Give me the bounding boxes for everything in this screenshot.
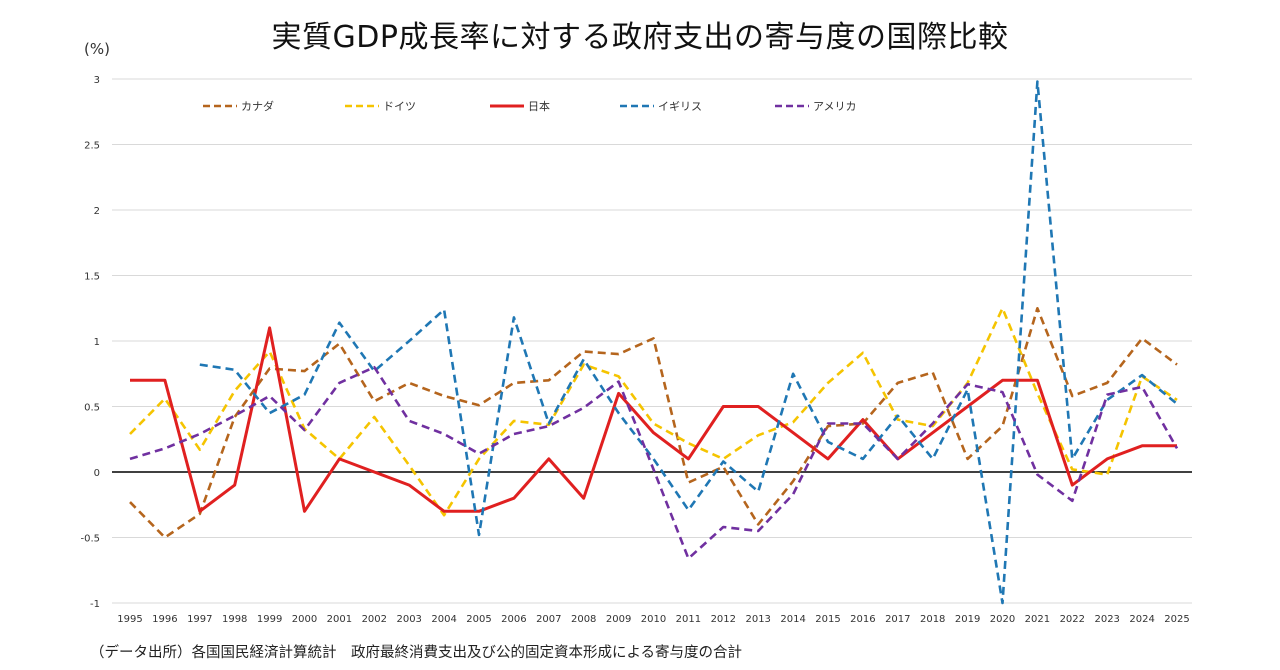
y-axis-unit-label: (%) bbox=[84, 40, 110, 58]
x-tick-label: 2024 bbox=[1129, 614, 1154, 625]
x-tick-label: 2018 bbox=[920, 614, 945, 625]
x-tick-label: 2004 bbox=[431, 614, 456, 625]
x-tick-label: 1996 bbox=[152, 614, 177, 625]
legend-label: アメリカ bbox=[813, 100, 856, 113]
series-line-2 bbox=[130, 326, 1177, 513]
x-tick-label: 2023 bbox=[1094, 614, 1119, 625]
x-tick-label: 2022 bbox=[1060, 614, 1085, 625]
x-tick-label: 1999 bbox=[257, 614, 282, 625]
y-tick-label: 0.5 bbox=[84, 403, 100, 414]
legend-label: 日本 bbox=[528, 99, 550, 113]
x-tick-label: 2014 bbox=[780, 614, 805, 625]
series-line-4 bbox=[129, 365, 1179, 560]
x-tick-label: 2011 bbox=[676, 614, 701, 625]
x-tick-label: 2010 bbox=[641, 614, 666, 625]
x-tick-label: 2025 bbox=[1164, 614, 1189, 625]
x-tick-label: 2016 bbox=[850, 614, 875, 625]
y-tick-label: 2 bbox=[94, 206, 100, 217]
legend-label: ドイツ bbox=[383, 100, 416, 113]
x-tick-label: 2003 bbox=[396, 614, 421, 625]
x-tick-label: 2013 bbox=[745, 614, 770, 625]
y-tick-label: 0 bbox=[94, 468, 100, 479]
legend-label: イギリス bbox=[658, 100, 702, 113]
x-tick-label: 1998 bbox=[222, 614, 247, 625]
x-tick-label: 1997 bbox=[187, 614, 212, 625]
y-tick-label: -0.5 bbox=[80, 534, 100, 545]
series-line-0 bbox=[129, 307, 1178, 539]
x-tick-label: 2001 bbox=[327, 614, 352, 625]
y-tick-label: 3 bbox=[94, 75, 100, 86]
x-tick-label: 1995 bbox=[117, 614, 142, 625]
y-tick-label: -1 bbox=[90, 599, 100, 610]
x-tick-label: 2005 bbox=[466, 614, 491, 625]
x-tick-label: 2006 bbox=[501, 614, 526, 625]
x-tick-label: 2019 bbox=[955, 614, 980, 625]
line-chart: -1 -0.5 0 0.5 1 1.5 2 2.5 3 1995 1996 1997 1998 1999 2… bbox=[80, 75, 1192, 625]
x-tick-label: 2012 bbox=[711, 614, 736, 625]
x-tick-label: 2009 bbox=[606, 614, 631, 625]
x-tick-label: 2015 bbox=[815, 614, 840, 625]
x-tick-label: 2020 bbox=[990, 614, 1015, 625]
source-note: （データ出所）各国国民経済計算統計 政府最終消費支出及び公的固定資本形成による寄… bbox=[90, 645, 743, 661]
x-tick-label: 2002 bbox=[362, 614, 387, 625]
y-tick-label: 2.5 bbox=[84, 141, 100, 152]
x-tick-label: 2021 bbox=[1025, 614, 1050, 625]
series-line-3 bbox=[199, 80, 1178, 605]
x-tick-label: 2017 bbox=[885, 614, 910, 625]
legend-label: カナダ bbox=[241, 99, 274, 113]
y-tick-label: 1 bbox=[94, 337, 100, 348]
x-tick-label: 2008 bbox=[571, 614, 596, 625]
x-tick-label: 2000 bbox=[292, 614, 317, 625]
y-tick-label: 1.5 bbox=[84, 272, 100, 283]
x-tick-label: 2007 bbox=[536, 614, 561, 625]
chart-title: 実質GDP成長率に対する政府支出の寄与度の国際比較 bbox=[271, 20, 1009, 55]
